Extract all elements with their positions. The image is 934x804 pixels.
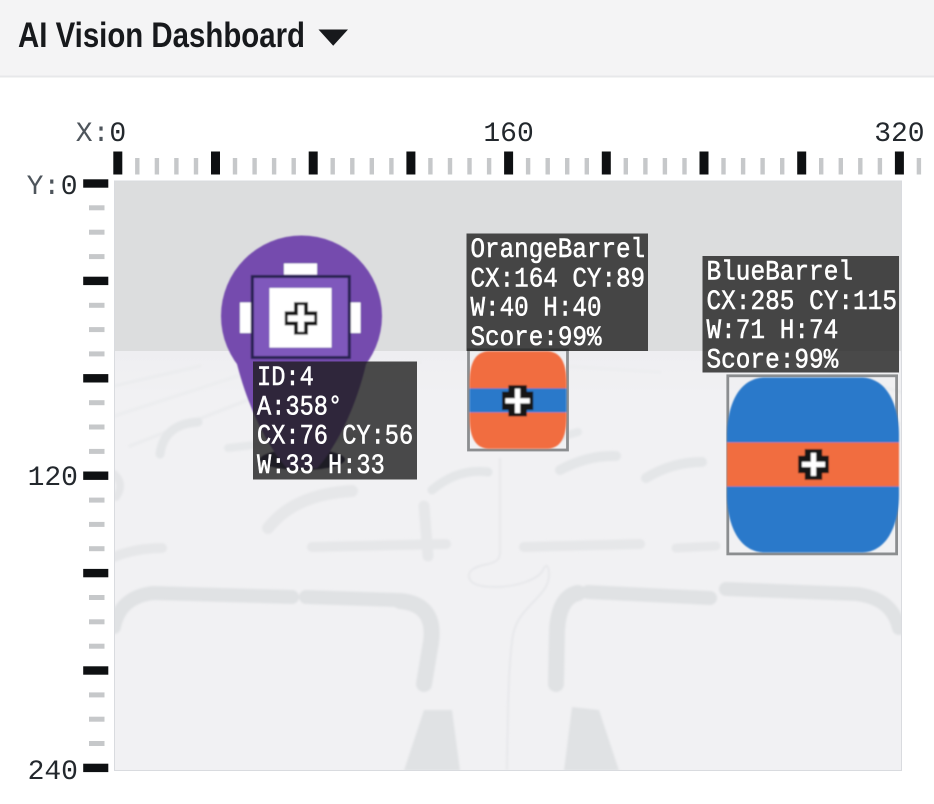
svg-text:160: 160 [483,119,533,150]
svg-text:ID:4: ID:4 [257,363,314,394]
svg-text:BlueBarrel: BlueBarrel [707,258,854,289]
svg-text:OrangeBarrel: OrangeBarrel [471,235,646,266]
svg-text:W:33 H:33: W:33 H:33 [257,451,385,482]
svg-text:W:71 H:74: W:71 H:74 [707,316,839,347]
svg-text:W:40 H:40: W:40 H:40 [471,294,602,325]
svg-text:0: 0 [61,172,78,203]
svg-text:A:358°: A:358° [257,392,342,423]
svg-text:320: 320 [874,119,924,150]
svg-text:AI Vision Dashboard: AI Vision Dashboard [18,15,305,55]
svg-text:CX:76 CY:56: CX:76 CY:56 [257,422,413,453]
svg-text:CX:285 CY:115: CX:285 CY:115 [707,287,898,318]
svg-text:120: 120 [28,463,78,494]
svg-text:0: 0 [109,119,126,150]
svg-text:240: 240 [28,757,78,788]
svg-text:X:: X: [76,119,110,150]
svg-text:Y:: Y: [27,172,61,203]
svg-text:Score:99%: Score:99% [707,345,839,376]
svg-text:CX:164 CY:89: CX:164 CY:89 [471,264,646,295]
svg-text:Score:99%: Score:99% [471,323,602,354]
